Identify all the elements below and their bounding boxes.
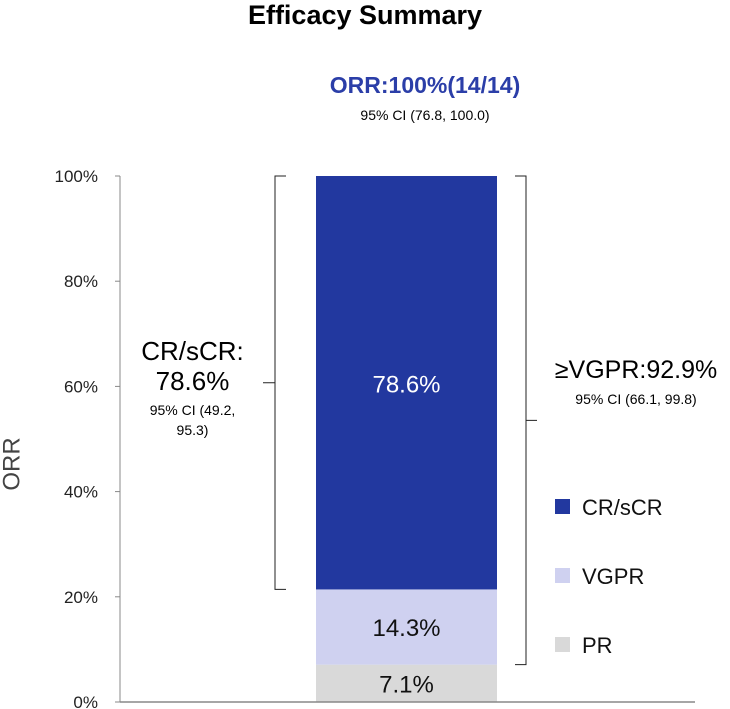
cr-ci-line1: 95% CI (49.2, [149,402,236,418]
y-tick-label: 20% [64,588,98,607]
legend-label: VGPR [582,564,644,589]
data-label: 78.6% [372,371,440,398]
cr-annotation-line2: 78.6% [155,366,230,396]
bar-segment-pr [316,664,497,702]
legend-swatch [555,499,570,514]
cr-ci-line2: 95.3) [176,422,209,438]
legend-swatch [555,637,570,652]
data-label: 14.3% [372,615,440,642]
legend-label: CR/sCR [582,495,663,520]
data-label: 7.1% [379,671,434,698]
orr-annotation: ORR:100%(14/14) [329,72,521,98]
vgpr-annotation: ≥VGPR:92.9% [554,356,718,384]
vgpr-ci: 95% CI (66.1, 99.8) [575,391,697,407]
y-tick-label: 100% [55,167,98,186]
bar-segment-vgpr [316,589,497,665]
legend-label: PR [582,633,613,658]
y-axis-label: ORR [0,437,26,491]
cr-annotation-line1: CR/sCR: [141,336,244,366]
y-tick-label: 0% [73,693,98,709]
bar-segment-crscr [316,176,497,590]
y-tick-label: 60% [64,377,98,396]
chart-title: Efficacy Summary [247,0,483,30]
cr-bracket [263,175,286,590]
legend-swatch [555,568,570,583]
vgpr-bracket [515,175,537,666]
orr-ci: 95% CI (76.8, 100.0) [360,107,490,123]
y-tick-label: 40% [64,483,98,502]
y-tick-label: 80% [64,272,98,291]
